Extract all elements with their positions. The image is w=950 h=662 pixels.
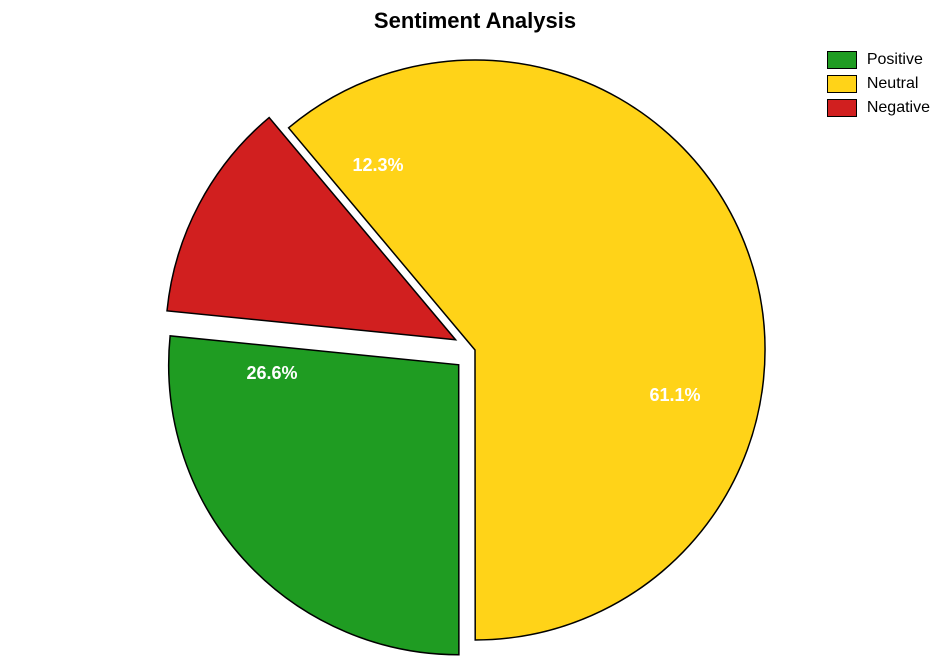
legend-item-neutral: Neutral: [827, 72, 930, 96]
legend-item-positive: Positive: [827, 48, 930, 72]
legend-label: Negative: [867, 96, 930, 120]
pie-slice-label-positive: 26.6%: [246, 363, 297, 383]
pie-slice-label-neutral: 61.1%: [649, 385, 700, 405]
legend: Positive Neutral Negative: [827, 48, 930, 120]
legend-label: Neutral: [867, 72, 919, 96]
pie-chart: 61.1% 26.6% 12.3%: [0, 0, 950, 662]
legend-swatch-positive: [827, 51, 857, 69]
legend-item-negative: Negative: [827, 96, 930, 120]
legend-label: Positive: [867, 48, 923, 72]
pie-slice-positive: [169, 336, 459, 655]
legend-swatch-neutral: [827, 75, 857, 93]
legend-swatch-negative: [827, 99, 857, 117]
pie-slice-label-negative: 12.3%: [352, 155, 403, 175]
chart-container: Sentiment Analysis 61.1%26.6%12.3% Posit…: [0, 0, 950, 662]
